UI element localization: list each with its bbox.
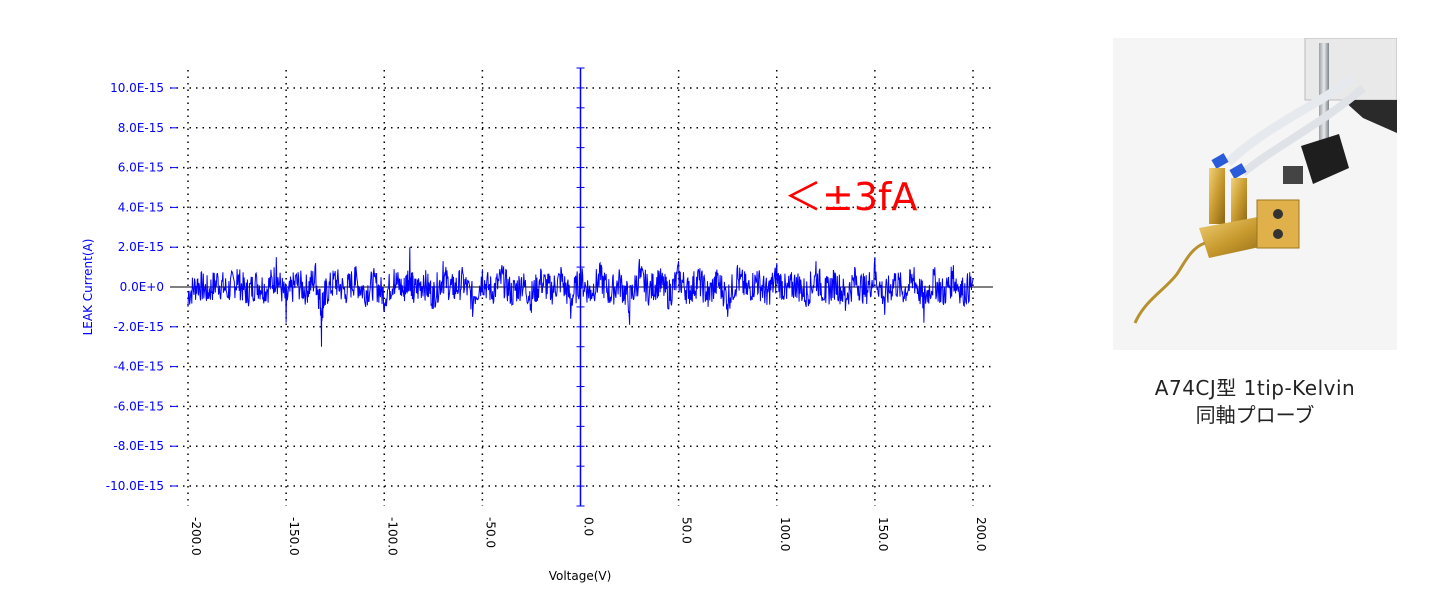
x-tick-label: -150.0	[287, 517, 301, 556]
y-tick-label: -6.0E-15	[113, 399, 164, 413]
x-axis-label: Voltage(V)	[549, 569, 612, 583]
y-tick-label: 4.0E-15	[118, 200, 164, 214]
y-tick-label: -2.0E-15	[113, 320, 164, 334]
y-tick-label: 2.0E-15	[118, 240, 164, 254]
x-tick-label: -100.0	[385, 517, 399, 556]
probe-caption-model: A74CJ型 1tip-Kelvin	[1154, 376, 1356, 400]
probe-caption-type: 同軸プローブ	[1195, 403, 1315, 427]
tick-labels: -200.0 -150.0 -100.0 -50.0 0.0 50.0 100.0 150.0…	[106, 81, 988, 556]
x-tick-label: 100.0	[778, 517, 792, 551]
y-tick-label: -4.0E-15	[113, 360, 164, 374]
noise-annotation: ＜±3fA	[784, 175, 917, 219]
series-line	[187, 247, 974, 347]
probe-photo	[1113, 38, 1397, 350]
y-tick-label: 8.0E-15	[118, 121, 164, 135]
x-tick-label: 50.0	[680, 517, 694, 544]
kelvin-probe-image	[1113, 38, 1397, 350]
y-tick-label: -8.0E-15	[113, 439, 164, 453]
y-axis-label: LEAK Current(A)	[81, 239, 95, 336]
x-tick-label: 0.0	[582, 517, 596, 536]
y-tick-label: -10.0E-15	[106, 479, 164, 493]
leak-current-chart: -200.0 -150.0 -100.0 -50.0 0.0 50.0 100.0 150.0…	[81, 67, 993, 583]
y-tick-label: 0.0E+0	[120, 280, 164, 294]
y-tick-label: 6.0E-15	[118, 161, 164, 175]
x-tick-label: 200.0	[974, 517, 988, 551]
x-tick-label: 150.0	[876, 517, 890, 551]
x-tick-label: -50.0	[483, 517, 497, 548]
x-tick-label: -200.0	[189, 517, 203, 556]
y-tick-label: 10.0E-15	[110, 81, 164, 95]
grid	[170, 70, 993, 506]
